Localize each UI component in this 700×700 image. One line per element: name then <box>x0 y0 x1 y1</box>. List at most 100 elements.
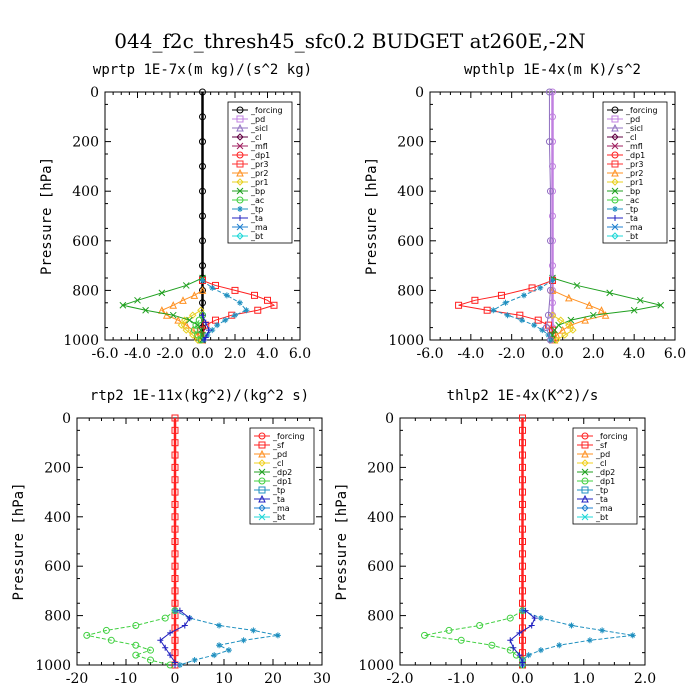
data-point <box>171 636 179 644</box>
series-line <box>161 289 203 341</box>
legend-marker <box>236 178 244 186</box>
legend-marker <box>237 215 243 221</box>
data-point <box>190 291 199 299</box>
legend-label: _pr3 <box>250 160 268 169</box>
data-point <box>254 306 262 314</box>
data-point <box>171 538 179 545</box>
legend-label: _dp1 <box>272 477 292 486</box>
data-point <box>134 296 141 304</box>
data-point <box>519 562 526 570</box>
data-point <box>107 636 115 644</box>
data-point <box>177 321 186 329</box>
x-tick-label: 4.0 <box>256 346 278 362</box>
y-axis-label: Pressure [hPa] <box>334 482 350 600</box>
x-tick-label: -2.0 <box>387 671 414 687</box>
data-point <box>565 293 573 302</box>
data-point <box>519 500 526 508</box>
legend-label: _ma <box>595 504 613 513</box>
x-tick-label: 6.0 <box>289 346 311 362</box>
series-line <box>552 314 574 341</box>
legend-marker <box>581 477 589 485</box>
data-point <box>589 311 597 319</box>
legend-marker <box>236 160 244 168</box>
legend-label: _tp <box>625 205 638 214</box>
data-point <box>199 277 206 284</box>
x-tick-label: -6.0 <box>92 346 119 362</box>
legend-marker <box>236 142 244 150</box>
x-tick-label: -2.0 <box>498 346 525 362</box>
y-tick-label: 200 <box>72 135 99 151</box>
data-point <box>585 301 594 309</box>
x-tick-label: 0.0 <box>511 671 533 687</box>
x-tick-label: -1.0 <box>448 671 475 687</box>
data-point <box>167 629 174 636</box>
x-tick-label: 10 <box>215 671 233 687</box>
data-point <box>199 262 206 270</box>
data-point <box>549 326 556 334</box>
data-point <box>519 550 526 558</box>
data-point <box>537 647 544 654</box>
x-tick-label: 0 <box>171 671 180 687</box>
data-point <box>201 337 208 343</box>
data-point <box>556 316 565 324</box>
data-point <box>507 637 514 644</box>
legend-label: _bt <box>250 232 263 241</box>
data-point <box>171 439 179 447</box>
chart-panel-3: rtp2 1E-11x(kg^2)/(kg^2 s) Pressure [hPa]… <box>11 388 331 687</box>
data-point <box>516 311 524 319</box>
data-point <box>171 587 179 595</box>
legend-marker <box>236 196 244 204</box>
data-point <box>182 282 190 289</box>
series-line <box>180 309 202 341</box>
data-point <box>497 291 505 299</box>
data-point <box>539 327 546 334</box>
y-tick-label: 1000 <box>63 333 99 349</box>
data-point <box>195 316 203 324</box>
legend-label: _forcing <box>595 432 628 441</box>
series-bp <box>549 274 665 344</box>
data-point <box>597 306 606 314</box>
data-point <box>657 301 665 309</box>
legend-label: _tp <box>595 486 608 495</box>
legend-marker <box>258 449 266 458</box>
y-tick-label: 400 <box>397 184 424 200</box>
legend-label: _ac <box>250 196 264 205</box>
series-tp <box>490 277 556 343</box>
y-tick-label: 600 <box>44 559 71 575</box>
data-point <box>545 138 553 146</box>
data-point <box>519 476 526 484</box>
data-point <box>202 319 209 326</box>
data-point <box>599 627 606 634</box>
data-point <box>506 614 514 622</box>
data-point <box>542 324 550 332</box>
data-point <box>476 621 484 629</box>
series-dp1 <box>83 607 179 669</box>
data-point <box>171 575 179 583</box>
data-point <box>606 289 614 297</box>
y-tick-label: 0 <box>90 85 99 101</box>
y-tick-label: 200 <box>44 460 71 476</box>
legend-label: _dp1 <box>250 151 270 160</box>
legend-marker <box>581 441 589 449</box>
legend-marker <box>611 123 619 132</box>
x-tick-label: 6.0 <box>664 346 686 362</box>
data-point <box>250 627 257 634</box>
legend-marker <box>611 142 619 150</box>
panel-title: wprtp 1E-7x(m kg)/(s^2 kg) <box>93 62 312 78</box>
legend-label: _ta <box>595 495 608 504</box>
data-point <box>157 637 164 644</box>
y-axis-label: Pressure [hPa] <box>11 482 27 600</box>
data-point <box>171 500 179 508</box>
data-point <box>546 286 554 294</box>
x-tick-label: -6.0 <box>417 346 444 362</box>
data-point <box>186 615 193 622</box>
data-point <box>549 237 556 245</box>
y-tick-label: 0 <box>415 85 424 101</box>
data-point <box>223 292 230 299</box>
data-point <box>270 301 278 309</box>
legend-label: _ta <box>250 214 263 223</box>
x-tick-label: 2.0 <box>634 671 656 687</box>
legend-marker <box>236 168 244 177</box>
data-point <box>216 622 223 629</box>
